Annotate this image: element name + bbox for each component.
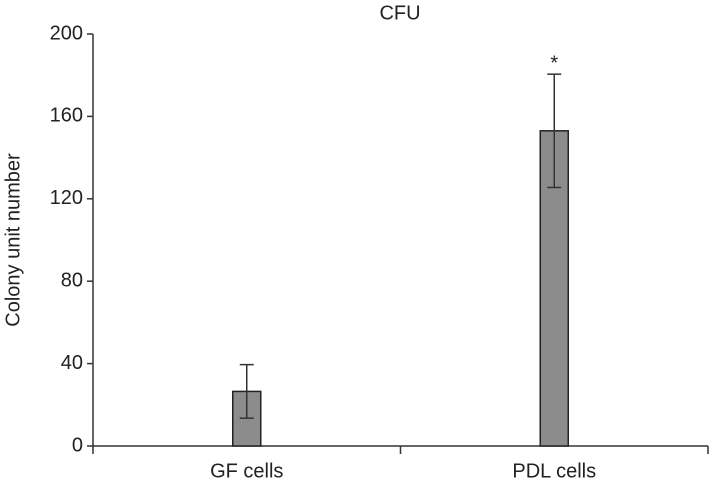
- y-tick-label: 160: [50, 105, 83, 127]
- y-tick-label: 40: [61, 352, 83, 374]
- x-tick-label: GF cells: [210, 460, 283, 482]
- x-tick-label: PDL cells: [512, 460, 596, 482]
- y-tick-label: 0: [72, 434, 83, 456]
- chart-title: CFU: [379, 2, 420, 24]
- y-tick-label: 80: [61, 269, 83, 291]
- y-tick-label: 120: [50, 187, 83, 209]
- y-axis-label: Colony unit number: [2, 153, 24, 327]
- y-tick-label: 200: [50, 22, 83, 44]
- annotation: *: [550, 52, 558, 74]
